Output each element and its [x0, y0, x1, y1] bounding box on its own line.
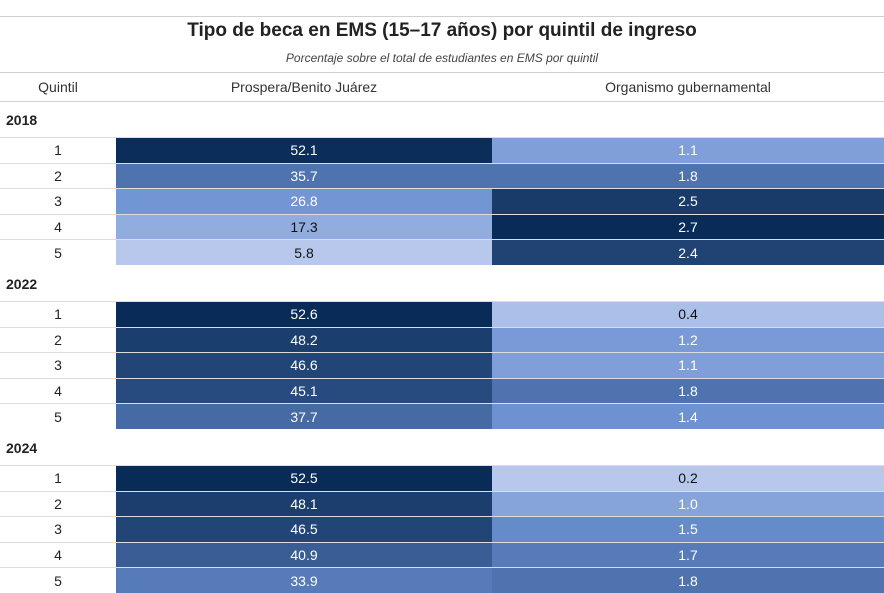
- value-cell: 1.7: [492, 542, 884, 568]
- value-cell: 26.8: [116, 189, 492, 214]
- quintil-cell: 3: [54, 521, 62, 538]
- value-cell: 1.8: [492, 163, 884, 189]
- row-rule: [0, 567, 884, 569]
- value-cell: 1.1: [492, 353, 884, 378]
- title: Tipo de beca en EMS (15–17 años) por qui…: [187, 20, 697, 41]
- quintil-cell: 5: [54, 244, 62, 261]
- rule: [0, 16, 884, 17]
- quintil-cell: 4: [54, 547, 62, 564]
- value-cell: 2.4: [492, 240, 884, 265]
- column-header: Prospera/Benito Juárez: [230, 79, 378, 95]
- value-cell: 2.7: [492, 214, 884, 240]
- row-rule: [0, 541, 884, 543]
- value-cell: 1.2: [492, 327, 884, 353]
- quintil-cell: 4: [54, 219, 62, 236]
- group-label: 2018: [6, 112, 38, 128]
- value-cell: 1.4: [492, 404, 884, 429]
- row-rule: [0, 465, 884, 466]
- value-cell: 33.9: [116, 568, 492, 593]
- value-cell: 1.8: [492, 378, 884, 404]
- group-label: 2024: [6, 440, 38, 456]
- value-cell: 48.2: [116, 327, 492, 353]
- row-rule: [0, 326, 884, 328]
- quintil-cell: 2: [54, 495, 62, 512]
- row-rule: [0, 403, 884, 405]
- value-cell: 46.6: [116, 353, 492, 378]
- rule: [0, 101, 884, 102]
- quintil-cell: 3: [54, 357, 62, 374]
- row-rule: [0, 301, 884, 302]
- quintil-cell: 2: [54, 331, 62, 348]
- value-cell: 48.1: [116, 491, 492, 517]
- quintil-cell: 1: [54, 470, 62, 487]
- group-label: 2022: [6, 276, 38, 292]
- quintil-cell: 5: [54, 408, 62, 425]
- row-rule: [0, 239, 884, 241]
- rule: [0, 72, 884, 73]
- value-cell: 37.7: [116, 404, 492, 429]
- value-cell: 45.1: [116, 378, 492, 404]
- value-cell: 2.5: [492, 189, 884, 214]
- value-cell: 40.9: [116, 542, 492, 568]
- quintil-cell: 3: [54, 193, 62, 210]
- value-cell: 1.0: [492, 491, 884, 517]
- subtitle: Porcentaje sobre el total de estudiantes…: [285, 51, 599, 65]
- quintil-cell: 1: [54, 142, 62, 159]
- column-header: Organismo gubernamental: [605, 79, 771, 95]
- value-cell: 1.8: [492, 568, 884, 593]
- quintil-cell: 4: [54, 383, 62, 400]
- value-cell: 17.3: [116, 214, 492, 240]
- value-cell: 0.4: [492, 302, 884, 327]
- row-rule: [0, 137, 884, 138]
- value-cell: 1.5: [492, 517, 884, 542]
- row-rule: [0, 377, 884, 379]
- row-rule: [0, 352, 884, 354]
- quintil-cell: 1: [54, 306, 62, 323]
- value-cell: 52.6: [116, 302, 492, 327]
- quintil-cell: 2: [54, 167, 62, 184]
- row-rule: [0, 188, 884, 190]
- value-cell: 46.5: [116, 517, 492, 542]
- column-header: Quintil: [38, 79, 78, 95]
- value-cell: 35.7: [116, 163, 492, 189]
- value-cell: 1.1: [492, 138, 884, 163]
- row-rule: [0, 516, 884, 518]
- value-cell: 5.8: [116, 240, 492, 265]
- row-rule: [0, 490, 884, 492]
- value-cell: 52.5: [116, 466, 492, 491]
- value-cell: 0.2: [492, 466, 884, 491]
- row-rule: [0, 162, 884, 164]
- quintil-cell: 5: [54, 572, 62, 589]
- value-cell: 52.1: [116, 138, 492, 163]
- row-rule: [0, 213, 884, 215]
